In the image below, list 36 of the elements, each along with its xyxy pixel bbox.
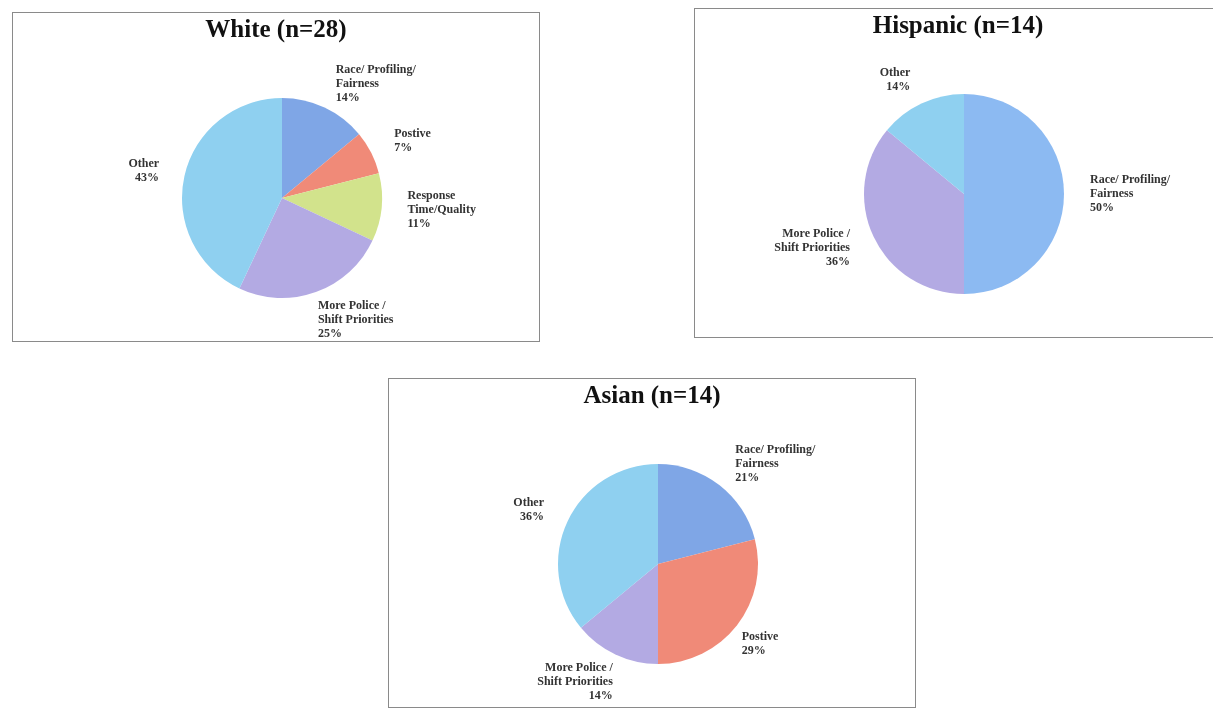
slice-label: Other — [879, 64, 912, 79]
data-label: 14% — [335, 89, 360, 104]
data-label: 14% — [886, 78, 911, 93]
data-label: 7% — [394, 139, 413, 154]
slice-label: Race/ Profiling/ Fairness — [1090, 171, 1171, 200]
pie-slice — [864, 130, 964, 294]
pie-slice — [558, 464, 658, 628]
slice-label: Race/ Profiling/ Fairness — [335, 61, 417, 90]
data-label: 50% — [1090, 199, 1114, 214]
data-label: 36% — [825, 253, 850, 268]
pie-slice — [182, 98, 282, 289]
slice-label: Postive — [741, 628, 780, 643]
slice-label: Response Time/Quality — [407, 187, 476, 216]
slice-label: Postive — [394, 125, 432, 140]
slice-label: Race/ Profiling/ Fairness — [735, 442, 816, 471]
slice-label: More Police / Shift Priorities — [537, 659, 614, 688]
pie-slice — [282, 173, 382, 241]
pie-slice — [282, 134, 379, 198]
data-label: 14% — [588, 687, 613, 702]
data-label: 36% — [519, 509, 544, 524]
chart-title: Hispanic (n=14) — [871, 11, 1045, 39]
pie-slice — [886, 94, 964, 194]
pie-slice — [580, 564, 658, 664]
slice-label: More Police / Shift Priorities — [317, 297, 394, 326]
data-label: 43% — [135, 169, 160, 184]
slice-label: Other — [128, 155, 160, 170]
slice-label: Other — [513, 495, 545, 510]
data-label: 11% — [407, 215, 431, 230]
data-label: 25% — [317, 325, 342, 340]
pie-slice — [239, 198, 373, 298]
chart-title: Asian (n=14) — [582, 381, 722, 409]
slice-label: More Police / Shift Priorities — [774, 225, 851, 254]
data-label: 29% — [741, 642, 766, 657]
pie-slice — [964, 94, 1064, 294]
data-label: 21% — [735, 470, 760, 485]
chart-title: White (n=28) — [204, 15, 348, 43]
